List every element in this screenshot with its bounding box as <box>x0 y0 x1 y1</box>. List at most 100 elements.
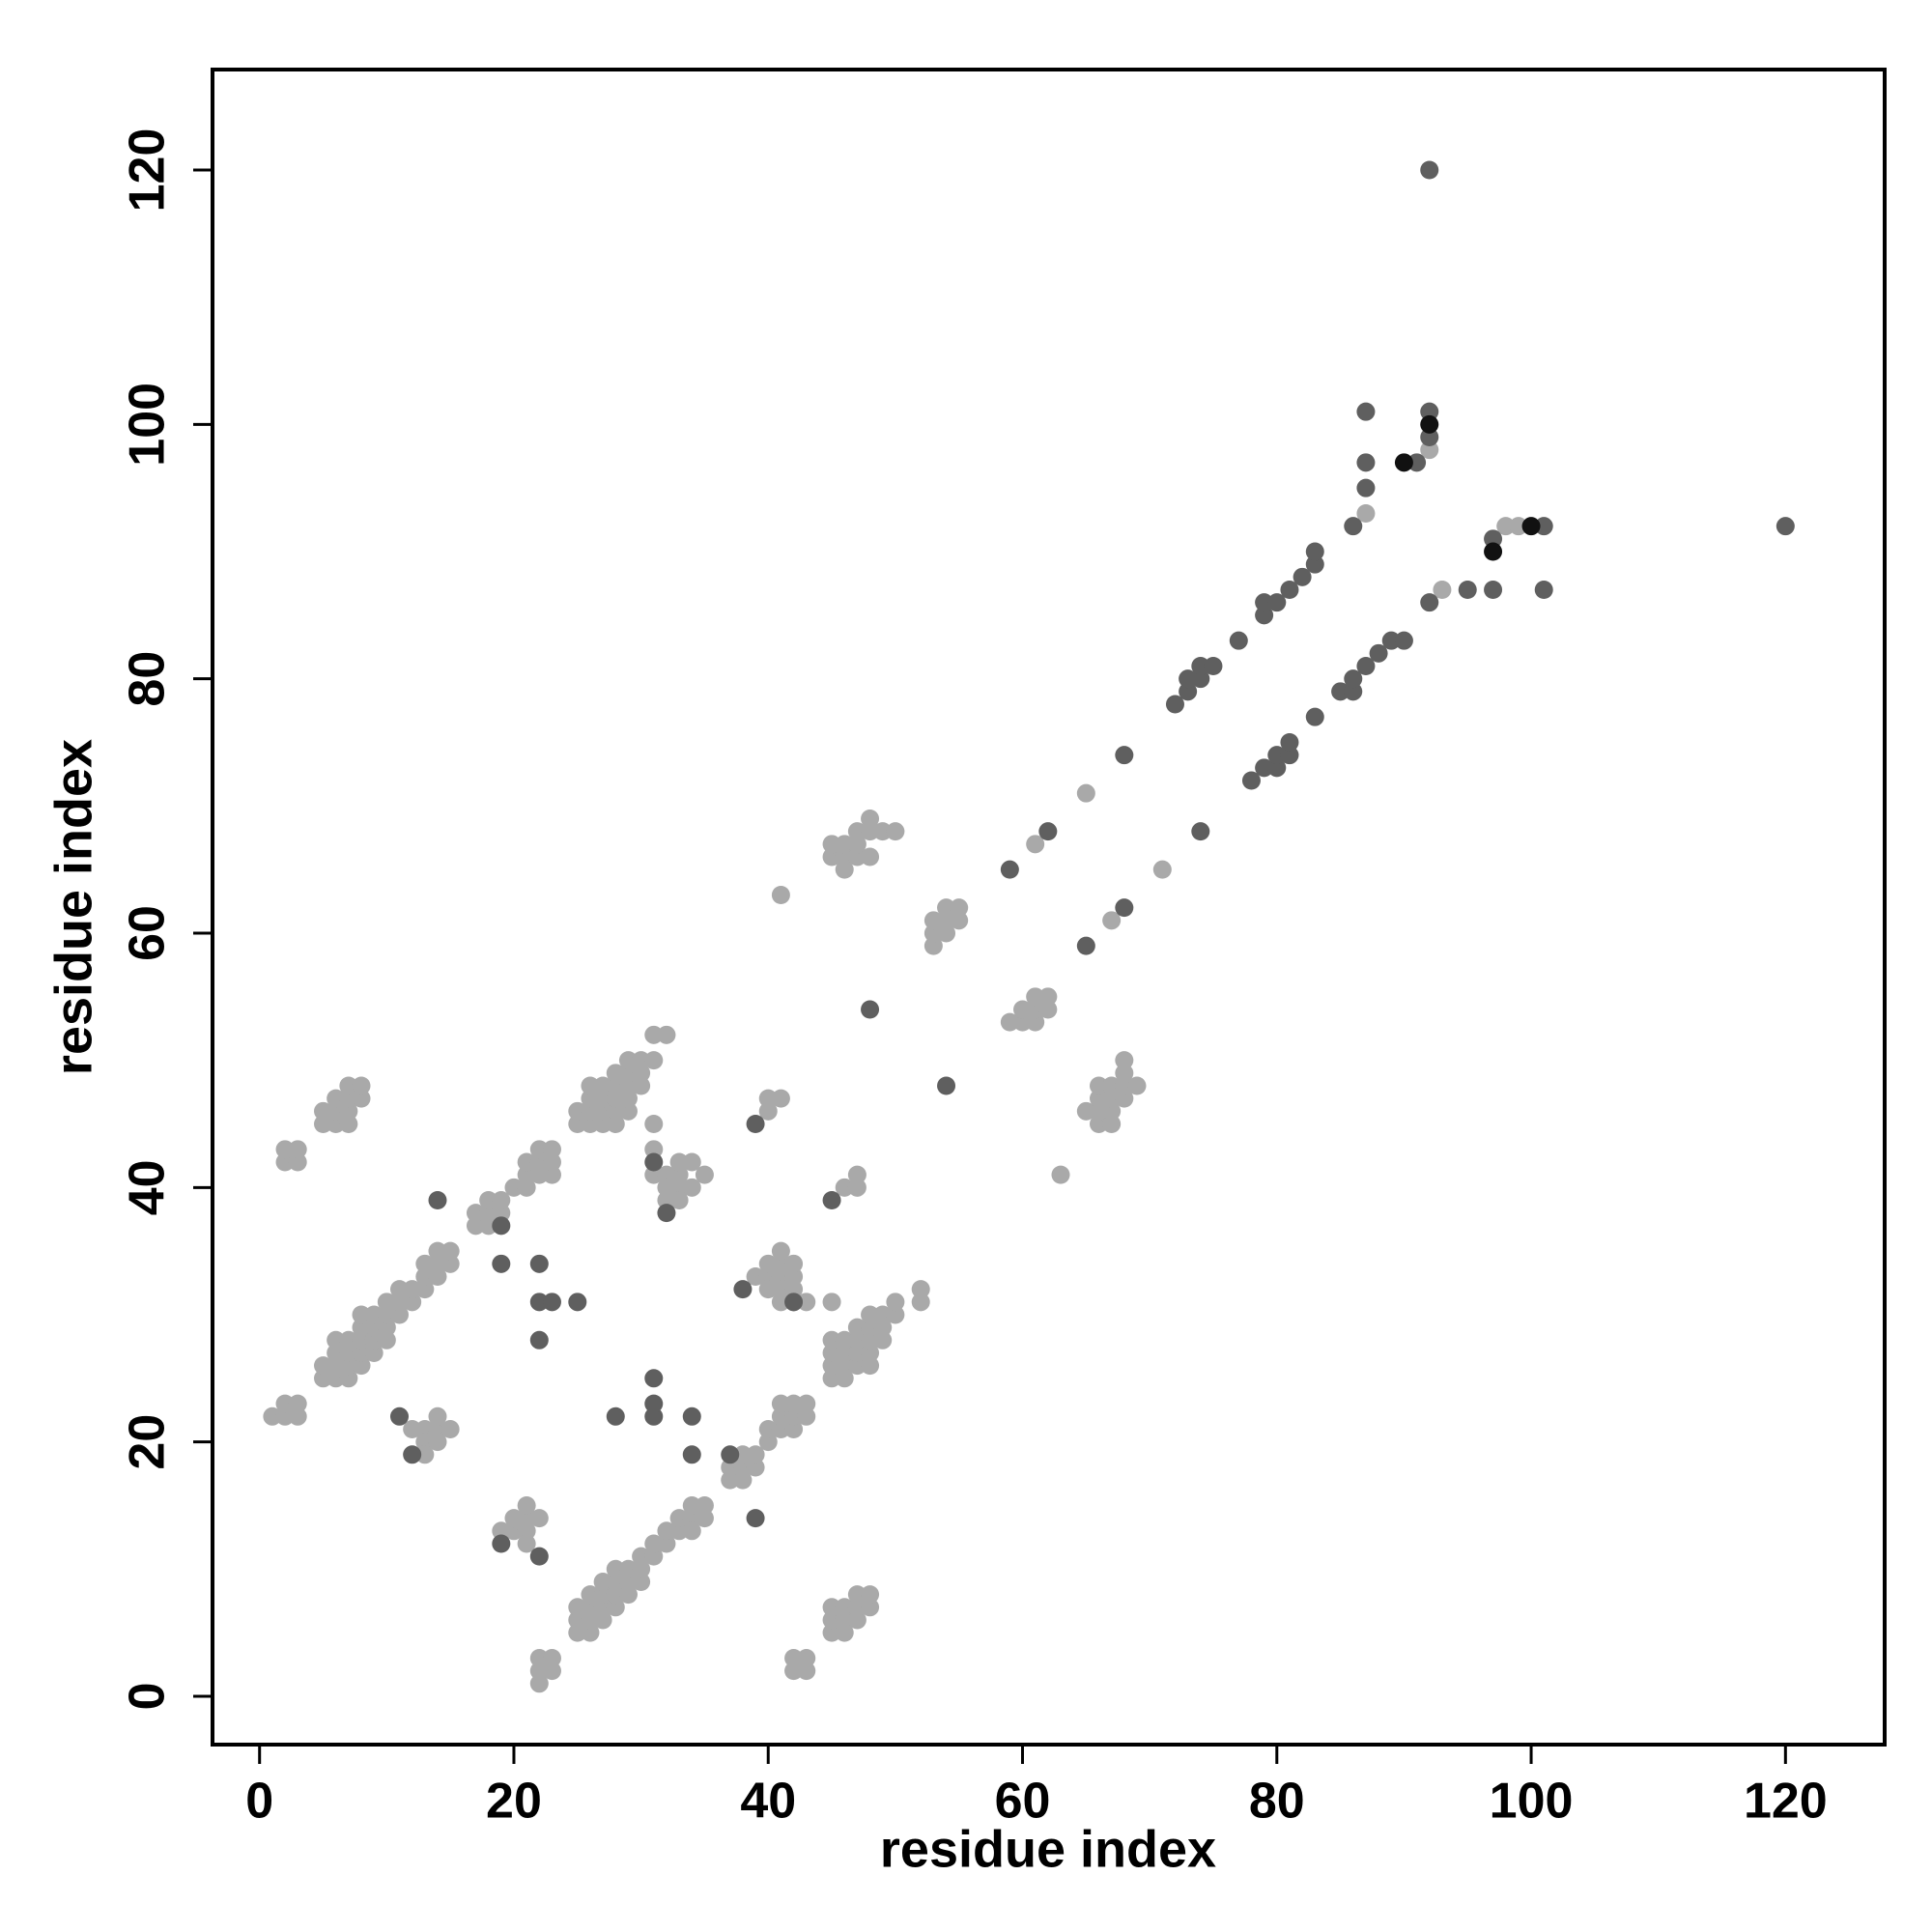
point <box>1394 453 1413 472</box>
point <box>1293 567 1312 586</box>
point <box>364 1330 384 1350</box>
point <box>1241 771 1261 790</box>
point <box>632 1051 651 1070</box>
point <box>428 1419 447 1438</box>
point <box>1344 682 1363 701</box>
point <box>644 1534 664 1553</box>
point <box>327 1101 346 1121</box>
point <box>1267 746 1287 765</box>
point <box>784 1419 804 1438</box>
point <box>1076 1101 1095 1121</box>
point <box>937 1076 956 1095</box>
point <box>352 1356 371 1376</box>
point <box>1013 1012 1033 1032</box>
point <box>314 1356 333 1376</box>
point <box>669 1521 689 1541</box>
point <box>390 1406 410 1426</box>
point <box>339 1356 358 1376</box>
point <box>1115 746 1134 765</box>
point <box>1433 581 1452 600</box>
point <box>1026 835 1045 854</box>
point <box>618 1064 638 1083</box>
point <box>415 1254 435 1273</box>
point <box>822 1343 841 1362</box>
point <box>1484 529 1503 549</box>
point <box>568 1101 587 1121</box>
y-tick-label: 60 <box>120 905 176 961</box>
point <box>861 1305 880 1324</box>
point <box>542 1152 561 1172</box>
point <box>352 1318 371 1337</box>
x-axis-title: residue index <box>880 1820 1216 1878</box>
point <box>746 1114 765 1133</box>
point <box>657 1190 676 1209</box>
point <box>835 835 854 854</box>
point <box>606 1406 625 1426</box>
point <box>784 1662 804 1681</box>
point <box>1776 517 1795 536</box>
point <box>784 1406 804 1426</box>
point <box>275 1140 295 1159</box>
point <box>669 1509 689 1528</box>
point <box>784 1280 804 1299</box>
point <box>504 1521 524 1541</box>
point <box>1420 593 1439 612</box>
point <box>822 835 841 854</box>
point <box>529 1165 549 1184</box>
point <box>657 1534 676 1553</box>
point <box>669 1152 689 1172</box>
point <box>352 1089 371 1108</box>
point <box>1521 517 1541 536</box>
point <box>517 1509 536 1528</box>
point <box>1420 160 1439 180</box>
point <box>1038 822 1058 841</box>
point <box>1115 1089 1134 1108</box>
point <box>593 1114 612 1133</box>
point <box>403 1445 422 1464</box>
point <box>529 1662 549 1681</box>
point <box>542 1648 561 1667</box>
point <box>1026 1000 1045 1019</box>
point <box>797 1406 816 1426</box>
point <box>492 1204 511 1223</box>
point <box>644 1406 664 1426</box>
point <box>1102 1114 1122 1133</box>
point <box>275 1406 295 1426</box>
point <box>479 1190 498 1209</box>
point <box>657 1521 676 1541</box>
point <box>517 1495 536 1515</box>
point <box>861 847 880 867</box>
point <box>847 1318 867 1337</box>
point <box>415 1445 435 1464</box>
point <box>644 1140 664 1159</box>
point <box>288 1406 307 1426</box>
point <box>377 1293 396 1312</box>
point <box>1407 453 1427 472</box>
point <box>632 1559 651 1578</box>
point <box>606 1598 625 1617</box>
point <box>733 1445 753 1464</box>
point <box>847 1165 867 1184</box>
point <box>606 1089 625 1108</box>
point <box>1331 682 1350 701</box>
point <box>721 1458 740 1477</box>
x-tick-label: 80 <box>1249 1774 1305 1830</box>
point <box>542 1293 561 1312</box>
point <box>835 1343 854 1362</box>
point <box>352 1343 371 1362</box>
point <box>644 1051 664 1070</box>
point <box>1420 440 1439 460</box>
point <box>428 1266 447 1286</box>
point <box>1356 402 1376 421</box>
point <box>937 923 956 943</box>
point <box>797 1662 816 1681</box>
point <box>822 1610 841 1630</box>
point <box>1089 1114 1108 1133</box>
point <box>529 1674 549 1693</box>
point <box>950 898 969 918</box>
point <box>593 1585 612 1605</box>
x-tick-label: 100 <box>1490 1774 1574 1830</box>
point <box>1344 669 1363 689</box>
point <box>835 1598 854 1617</box>
point <box>657 1204 676 1223</box>
